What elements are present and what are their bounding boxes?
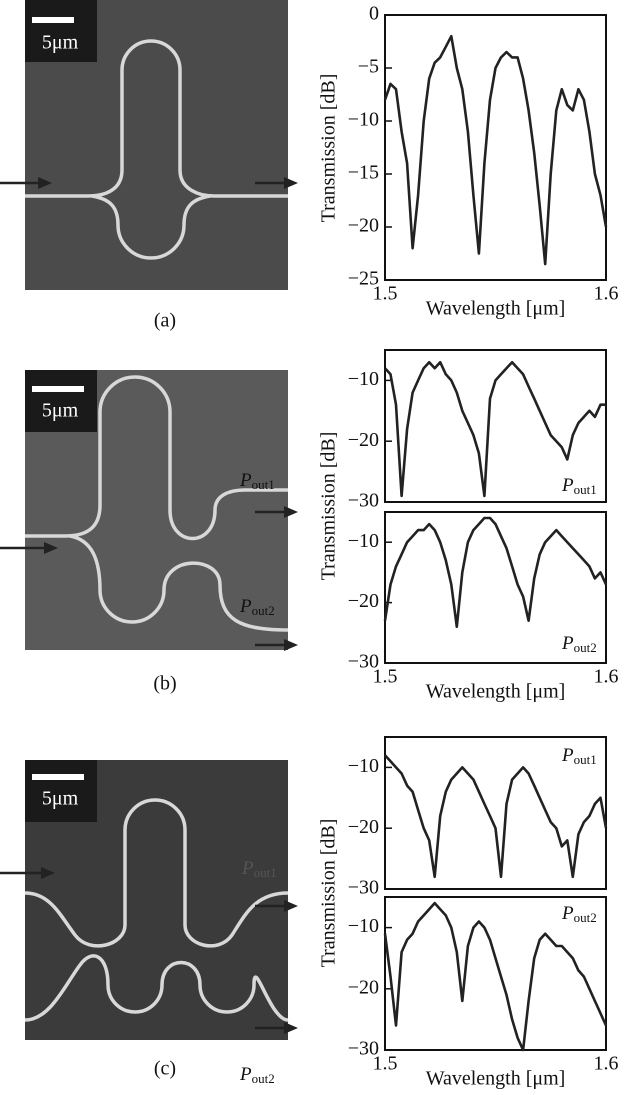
plot-frame xyxy=(384,896,607,1051)
port-label: Pout2 xyxy=(239,596,275,618)
plot-frame xyxy=(384,511,607,664)
y-tick-label: −20 xyxy=(348,590,379,612)
caption: (c) xyxy=(154,1058,176,1080)
sem-image-a: 5μm (a) xyxy=(0,0,298,332)
arrow-head xyxy=(284,177,298,189)
x-tick-label: 1.5 xyxy=(373,666,398,688)
label-part: P xyxy=(239,470,252,491)
scale-label: 5μm xyxy=(42,788,79,810)
label-part: out2 xyxy=(252,603,275,618)
plot-frame xyxy=(384,736,607,890)
y-tick-label: −5 xyxy=(358,56,379,78)
arrow-head xyxy=(284,1022,298,1034)
label-part: out2 xyxy=(252,1071,275,1086)
annotation: Pout1 xyxy=(561,475,597,497)
annotation-main: P xyxy=(561,903,574,924)
y-tick-label: −10 xyxy=(348,368,379,390)
annotation-main: P xyxy=(561,633,574,654)
x-tick-label: 1.5 xyxy=(373,283,398,305)
label-part: out1 xyxy=(252,477,275,492)
data-line xyxy=(384,360,606,498)
arrow-head xyxy=(284,900,298,912)
label-part: out1 xyxy=(254,865,277,880)
port-label: Pout2 xyxy=(239,1064,275,1086)
plot-frame xyxy=(384,349,607,503)
y-axis-label: Transmission [dB] xyxy=(318,432,340,581)
y-axis-label: Transmission [dB] xyxy=(318,819,340,968)
x-axis-label: Wavelength [μm] xyxy=(426,298,566,320)
sem-image-c: 5μm Pout1 Pout2 (c) xyxy=(0,760,298,1086)
data-line xyxy=(383,34,608,266)
annotation-sub: out1 xyxy=(574,752,597,767)
x-axis-label: Wavelength [μm] xyxy=(426,1068,566,1090)
label-part: P xyxy=(241,858,254,879)
annotation: Pout2 xyxy=(561,903,597,925)
data-line xyxy=(383,901,608,1052)
y-axis-label: Transmission [dB] xyxy=(318,74,340,223)
annotation-main: P xyxy=(561,475,574,496)
y-tick-label: −15 xyxy=(348,162,379,184)
x-tick-label: 1.5 xyxy=(373,1053,398,1075)
data-line xyxy=(384,754,608,879)
scale-bar xyxy=(32,17,74,23)
waveguide xyxy=(24,954,289,1022)
y-tick-label: −20 xyxy=(348,816,379,838)
scale-box xyxy=(25,370,97,432)
label-part: P xyxy=(239,1064,252,1085)
y-tick-label: −10 xyxy=(348,755,379,777)
arrow-head xyxy=(41,867,55,879)
plot-frame xyxy=(384,14,607,281)
annotation: Pout1 xyxy=(561,745,597,767)
x-axis-label: Wavelength [μm] xyxy=(426,681,566,703)
port-label: Pout1 xyxy=(241,858,277,880)
scale-bar xyxy=(32,774,84,780)
y-tick-label: −20 xyxy=(348,429,379,451)
y-tick-label: −10 xyxy=(348,530,379,552)
y-tick-label: −30 xyxy=(348,490,379,512)
annotation-sub: out2 xyxy=(574,910,597,925)
y-tick-label: −30 xyxy=(348,877,379,899)
x-tick-label: 1.6 xyxy=(594,666,619,688)
arrow-head xyxy=(284,639,298,651)
data-line xyxy=(383,516,608,629)
arrow-head xyxy=(284,506,298,518)
caption: (b) xyxy=(153,673,176,695)
y-tick-label: −30 xyxy=(348,651,379,673)
label-part: P xyxy=(239,596,252,617)
arrow-head xyxy=(44,542,58,554)
y-tick-label: −30 xyxy=(348,1038,379,1060)
annotation-main: P xyxy=(561,745,574,766)
annotation-sub: out1 xyxy=(574,482,597,497)
scale-label: 5μm xyxy=(42,400,79,422)
x-tick-label: 1.6 xyxy=(594,283,619,305)
scale-bar xyxy=(32,386,84,392)
y-tick-label: −25 xyxy=(348,268,379,290)
annotation-sub: out2 xyxy=(574,640,597,655)
waveguide xyxy=(91,194,211,260)
waveguide xyxy=(25,375,288,541)
scale-label: 5μm xyxy=(42,32,79,54)
port-label: Pout1 xyxy=(239,470,275,492)
scale-box xyxy=(25,760,97,822)
y-tick-label: −20 xyxy=(348,215,379,237)
y-tick-label: −10 xyxy=(348,109,379,131)
annotation: Pout2 xyxy=(561,633,597,655)
waveguide xyxy=(69,534,289,632)
waveguide xyxy=(24,798,289,948)
sem-image-b: 5μm Pout1 Pout2 (b) xyxy=(0,370,298,695)
arrow-head xyxy=(38,177,52,189)
y-tick-label: −10 xyxy=(348,915,379,937)
scale-box xyxy=(25,0,97,62)
y-tick-label: −20 xyxy=(348,976,379,998)
y-tick-label: 0 xyxy=(369,3,379,25)
x-tick-label: 1.6 xyxy=(594,1053,619,1075)
waveguide xyxy=(25,39,288,198)
caption: (a) xyxy=(154,310,176,332)
